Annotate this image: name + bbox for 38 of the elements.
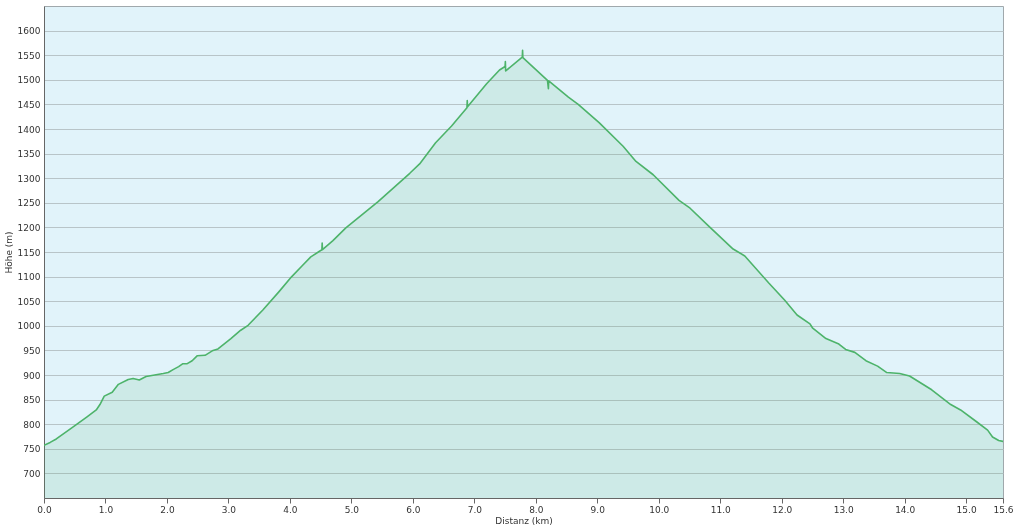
x-tick-label: 8.0	[529, 504, 544, 515]
x-tick-label: 12.0	[772, 504, 793, 515]
x-tick-label: 11.0	[710, 504, 732, 515]
y-tick-label: 1500	[17, 75, 41, 86]
y-tick-label: 1250	[17, 198, 41, 209]
y-tick-label: 1600	[17, 26, 41, 37]
y-tick-label: 750	[23, 444, 41, 455]
x-tick-label: 9.0	[590, 504, 606, 515]
x-tick-label: 15.0	[956, 504, 977, 515]
y-tick-label: 1350	[17, 149, 41, 160]
y-tick-label: 1150	[17, 247, 41, 258]
x-tick-label: 3.0	[221, 504, 237, 515]
y-tick-label: 700	[23, 468, 41, 479]
x-tick-label: 15.6	[993, 504, 1014, 515]
y-tick-label: 1400	[17, 124, 41, 135]
x-tick-label: 10.0	[649, 504, 670, 515]
y-tick-label: 1100	[17, 272, 41, 283]
x-tick-label: 6.0	[406, 504, 421, 515]
x-tick-label: 13.0	[833, 504, 854, 515]
y-tick-label: 1300	[17, 173, 41, 184]
y-tick-label: 1450	[17, 99, 41, 110]
y-tick-label: 1200	[17, 222, 41, 233]
y-axis-title: Höhe (m)	[3, 231, 14, 274]
y-tick-label: 1550	[17, 50, 41, 61]
x-tick-label: 4.0	[283, 504, 298, 515]
x-tick-label: 7.0	[467, 504, 483, 515]
y-tick-label: 900	[23, 370, 41, 381]
x-tick-label: 2.0	[160, 504, 175, 515]
x-tick-label: 0.0	[37, 504, 52, 515]
x-tick-label: 1.0	[98, 504, 114, 515]
x-tick-label: 14.0	[895, 504, 916, 515]
x-tick-label: 5.0	[344, 504, 360, 515]
y-tick-label: 800	[23, 419, 41, 430]
y-tick-label: 850	[23, 395, 41, 406]
y-tick-label: 950	[23, 345, 41, 356]
y-tick-label: 1000	[17, 321, 41, 332]
x-axis-title: Distanz (km)	[495, 515, 553, 526]
y-tick-label: 1050	[17, 296, 41, 307]
